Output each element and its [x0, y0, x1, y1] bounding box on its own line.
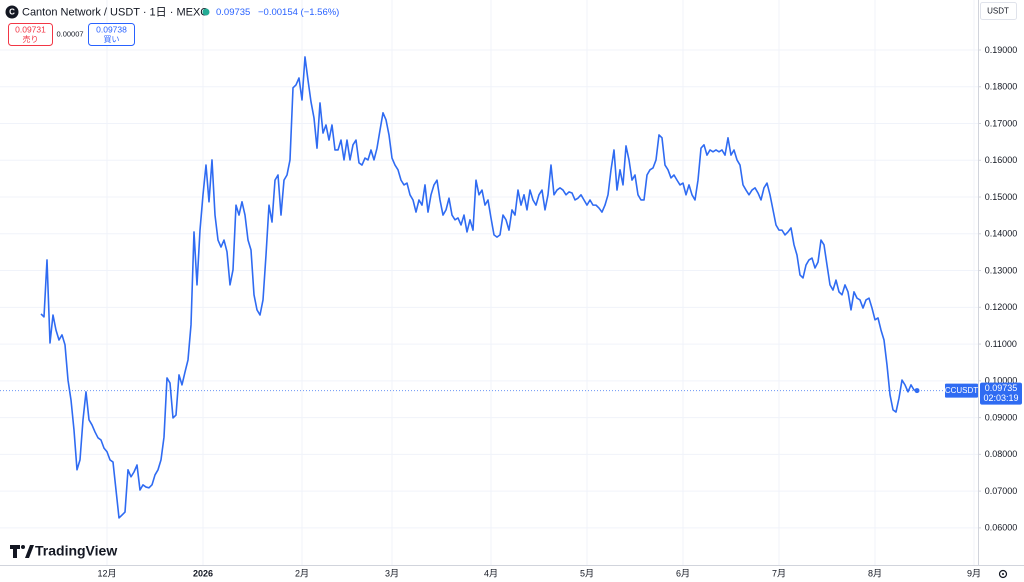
price-tag [980, 382, 1022, 405]
settings-icon-center [1002, 573, 1004, 575]
buy-button[interactable]: 0.09738 買い [88, 23, 135, 46]
y-tick-label: 0.17000 [985, 118, 1018, 128]
symbol-logo-letter: C [9, 8, 15, 17]
chart-title[interactable]: Canton Network / USDT · 1日 · MEXC [22, 6, 208, 18]
x-tick-label: 7月 [772, 568, 786, 578]
currency-button[interactable]: USDT [980, 2, 1017, 20]
currency-box[interactable] [980, 2, 1017, 20]
y-tick-label: 0.13000 [985, 265, 1018, 275]
y-tick-label: 0.18000 [985, 82, 1018, 92]
sell-button[interactable]: 0.09731 売り [8, 23, 53, 46]
currency[interactable]: USDT [987, 7, 1009, 16]
grid [0, 0, 978, 565]
price-tag-value: 0.09735 [985, 383, 1018, 393]
y-tick-label: 0.06000 [985, 523, 1018, 533]
last-point [914, 388, 920, 394]
buy-price[interactable]: 0.09738 [96, 24, 127, 34]
buy-label[interactable]: 買い [104, 35, 120, 44]
x-tick-label: 2月 [295, 568, 309, 578]
x-tick-label: 6月 [676, 568, 690, 578]
x-tick-label: 8月 [868, 568, 882, 578]
x-tick-label: 4月 [484, 568, 498, 578]
x-tick-label: 5月 [580, 568, 594, 578]
settings-button[interactable] [998, 569, 1008, 579]
brand-name[interactable]: TradingView [35, 543, 117, 559]
y-tick-label: 0.19000 [985, 45, 1018, 55]
market-status[interactable] [202, 8, 210, 16]
y-tick-label: 0.16000 [985, 155, 1018, 165]
price-tag-countdown: 02:03:19 [983, 393, 1018, 403]
y-tick-label: 0.12000 [985, 302, 1018, 312]
symbol-tag-label: CCUSDT [945, 386, 978, 395]
y-tick-label: 0.11000 [985, 339, 1017, 349]
spread: 0.00007 [56, 29, 83, 38]
price-line [40, 56, 918, 519]
y-tick-label: 0.07000 [985, 486, 1018, 496]
y-tick-label: 0.14000 [985, 229, 1018, 239]
x-tick-label: 9月 [967, 568, 981, 578]
sell-label[interactable]: 売り [23, 34, 39, 44]
y-tick-label: 0.15000 [985, 192, 1018, 202]
x-tick-label: 12月 [97, 568, 116, 578]
plot [0, 56, 978, 519]
symbol-logo [5, 5, 19, 19]
brand-dot [21, 545, 25, 549]
price-change: −0.00154 (−1.56%) [258, 7, 339, 18]
y-tick-label: 0.08000 [985, 449, 1018, 459]
x-tick-label: 3月 [385, 568, 399, 578]
brand-mark [10, 545, 20, 558]
sell-box[interactable] [8, 23, 53, 46]
x-tick-label: 2026 [193, 568, 213, 578]
symbol-tag [945, 383, 978, 398]
settings-icon[interactable] [998, 569, 1008, 579]
brand-logo[interactable]: TradingView [10, 543, 117, 559]
y-tick-label: 0.09000 [985, 412, 1018, 422]
buy-box[interactable] [88, 23, 135, 46]
y-tick-label: 0.10000 [985, 376, 1018, 386]
sell-price[interactable]: 0.09731 [15, 24, 46, 34]
brand-mark-2 [25, 545, 34, 558]
last-price: 0.09735 [216, 7, 250, 18]
